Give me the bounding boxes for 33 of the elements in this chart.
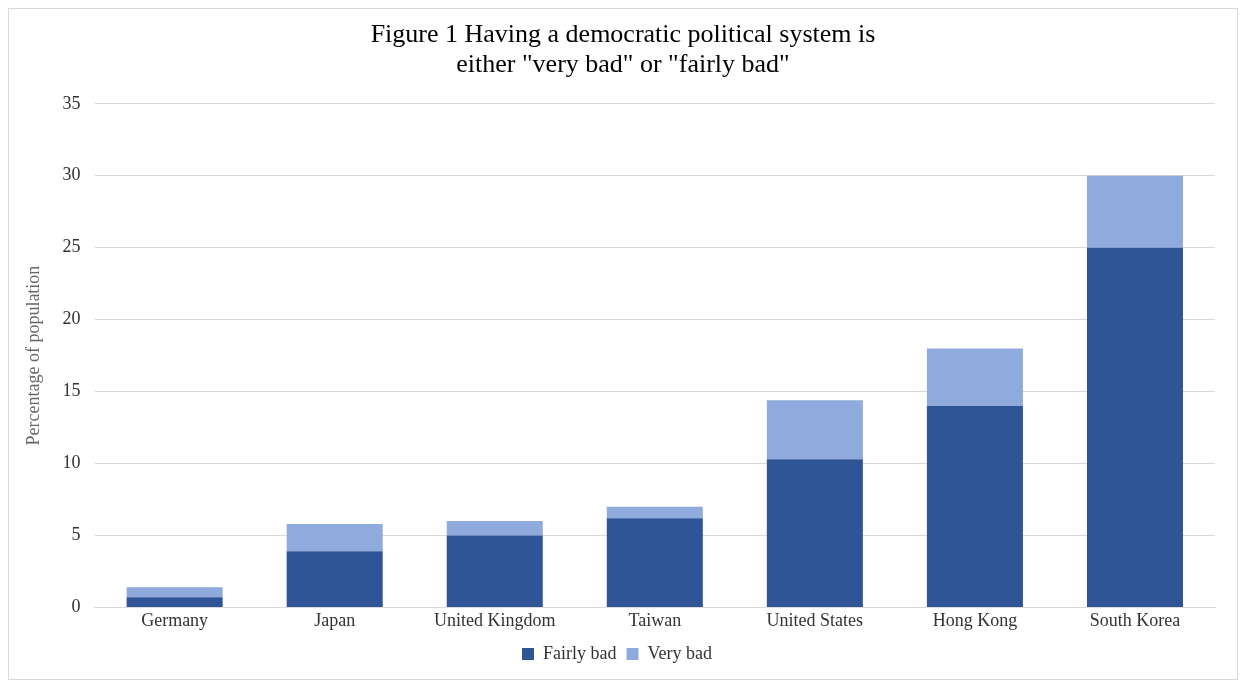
- x-tick-label: Taiwan: [628, 609, 682, 630]
- bar: [926, 405, 1023, 607]
- y-tick-label: 35: [62, 92, 81, 113]
- bar: [926, 348, 1023, 406]
- bar: [286, 551, 383, 607]
- bar: [286, 523, 383, 552]
- y-tick-label: 25: [62, 236, 81, 257]
- bar: [446, 521, 543, 536]
- bar: [126, 597, 223, 607]
- legend-label: Fairly bad: [543, 642, 617, 663]
- bar: [446, 535, 543, 607]
- y-tick-label: 30: [62, 164, 81, 185]
- y-tick-label: 20: [62, 308, 81, 329]
- x-tick-label: South Korea: [1089, 609, 1181, 630]
- y-tick-label: 15: [62, 380, 81, 401]
- bar: [606, 506, 703, 519]
- bar: [766, 459, 863, 607]
- bar: [126, 587, 223, 598]
- y-tick-label: 0: [71, 596, 81, 617]
- x-tick-label: Hong Kong: [932, 609, 1018, 630]
- bar: [1086, 247, 1183, 607]
- bar: [1086, 175, 1183, 248]
- legend-label: Very bad: [647, 642, 712, 663]
- y-tick-label: 10: [62, 452, 81, 473]
- chart-title: Figure 1 Having a democratic political system is either "very bad" or "fairly bad": [369, 19, 877, 79]
- y-axis-title: Percentage of population: [22, 265, 43, 446]
- x-tick-label: Japan: [314, 609, 356, 630]
- x-tick-label: United Kingdom: [433, 609, 556, 630]
- x-tick-label: United States: [766, 609, 864, 630]
- bar: [606, 518, 703, 607]
- bar: [766, 400, 863, 460]
- x-tick-label: Germany: [141, 609, 209, 630]
- y-tick-label: 5: [71, 524, 81, 545]
